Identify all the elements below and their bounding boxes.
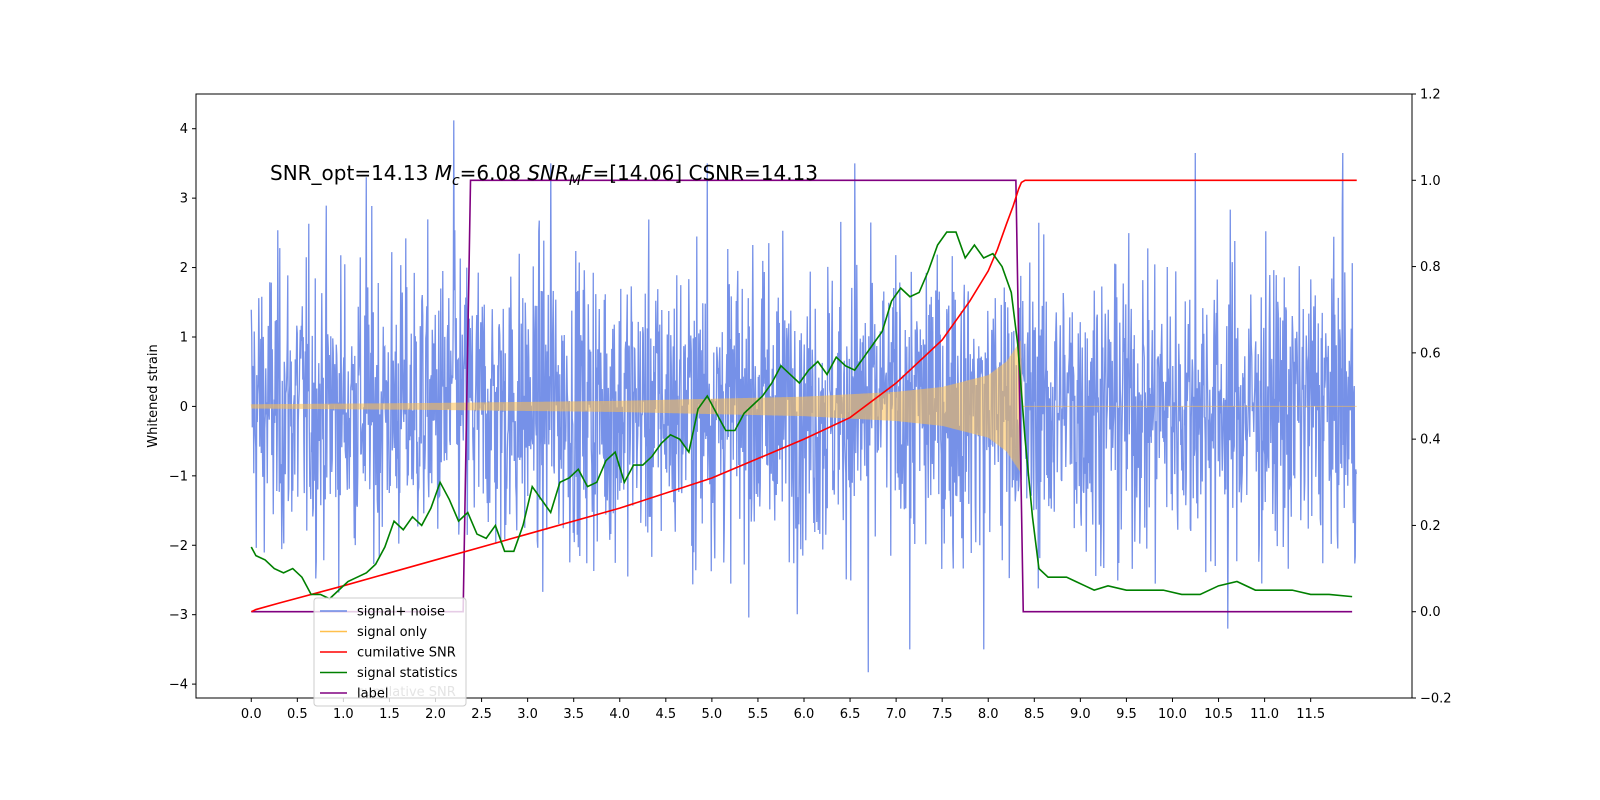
x-tick-label: 7.5 [932, 707, 953, 722]
y2-tick-label: 0.6 [1420, 346, 1441, 361]
x-tick-label: 6.0 [794, 707, 815, 722]
legend-box [313, 597, 467, 707]
x-tick-label: 6.5 [840, 707, 861, 722]
y2-tick-label: −0.2 [1420, 692, 1452, 707]
x-tick-label: 11.0 [1250, 707, 1279, 722]
x-tick-label: 11.5 [1296, 707, 1325, 722]
annotation-snr-f: F [581, 161, 593, 185]
x-tick-label: 4.5 [655, 707, 676, 722]
legend-label: signal+ noise [357, 605, 445, 620]
y2-tick-label: 0.8 [1420, 260, 1441, 275]
legend-label: cumilative SNR [357, 646, 456, 661]
x-tick-label: 10.0 [1158, 707, 1187, 722]
y-tick-label: 1 [180, 330, 188, 345]
y-tick-label: 3 [180, 192, 188, 207]
annotation-snr-sub: M [569, 173, 581, 189]
x-ticks: 0.0 0.5 1.0 1.5 2.0 2.5 3.0 3.5 4.0 4.5 5.0 5.5 6.0 6… [241, 698, 1325, 722]
x-tick-label: 3.5 [563, 707, 584, 722]
x-tick-label: 5.5 [748, 707, 769, 722]
y-tick-label: −2 [169, 539, 188, 554]
y-tick-label: −3 [169, 608, 188, 623]
x-tick-label: 1.5 [379, 707, 400, 722]
series-signal-noise [250, 120, 1357, 673]
x-tick-label: 5.0 [702, 707, 723, 722]
y-tick-label: 2 [180, 261, 188, 276]
legend-ghost-text: cumilative SNR [357, 685, 456, 700]
annotation-mc-symbol: M [435, 161, 452, 185]
annotation-snr-symbol: SNR [527, 161, 569, 185]
y2-ticks: −0.2 0.0 0.2 0.4 0.6 0.8 1.0 1.2 [1412, 88, 1452, 707]
legend-entries: signal+ noise signal only cumilative SNR si… [320, 605, 458, 702]
annotation-mc-sub: c [452, 173, 460, 189]
y-ticks: −4 −3 −2 −1 0 1 2 3 4 [169, 122, 196, 693]
series-signal-statistics [250, 231, 1353, 600]
x-tick-label: 8.5 [1024, 707, 1045, 722]
y2-tick-label: 0.0 [1420, 605, 1441, 620]
x-tick-label: 9.0 [1070, 707, 1091, 722]
y-axis-label: Whitened strain [146, 344, 161, 447]
x-tick-label: 2.5 [471, 707, 492, 722]
y-tick-label: 0 [180, 400, 188, 415]
legend: cumilative SNR signal+ noise signal only c… [313, 597, 467, 707]
series-cumulative-snr [250, 179, 1357, 613]
x-tick-label: 10.5 [1204, 707, 1233, 722]
annotation-snr-opt: SNR_opt=14.13 [270, 161, 435, 185]
legend-label: label [357, 687, 388, 702]
chart-annotation: SNR_opt=14.13 Mc=6.08 SNRMF=[14.06] CSNR… [270, 161, 818, 189]
y-tick-label: −1 [169, 469, 188, 484]
x-tick-label: 0.0 [241, 707, 262, 722]
y2-tick-label: 1.0 [1420, 174, 1441, 189]
y-tick-label: 4 [180, 122, 188, 137]
x-tick-label: 7.0 [886, 707, 907, 722]
x-tick-label: 4.0 [609, 707, 630, 722]
y2-tick-label: 0.4 [1420, 433, 1441, 448]
x-tick-label: 8.0 [978, 707, 999, 722]
series-signal-only [250, 340, 1357, 472]
annotation-mc-value: =6.08 [460, 161, 528, 185]
legend-label: signal statistics [357, 666, 458, 681]
legend-label: signal only [357, 625, 427, 640]
x-tick-label: 9.5 [1116, 707, 1137, 722]
x-tick-label: 2.0 [425, 707, 446, 722]
y2-tick-label: 1.2 [1420, 88, 1441, 103]
annotation-csnr: =[14.06] CSNR=14.13 [593, 161, 819, 185]
x-tick-label: 0.5 [287, 707, 308, 722]
x-tick-label: 3.0 [517, 707, 538, 722]
x-tick-label: 1.0 [333, 707, 354, 722]
y-tick-label: −4 [169, 678, 188, 693]
y2-tick-label: 0.2 [1420, 519, 1441, 534]
